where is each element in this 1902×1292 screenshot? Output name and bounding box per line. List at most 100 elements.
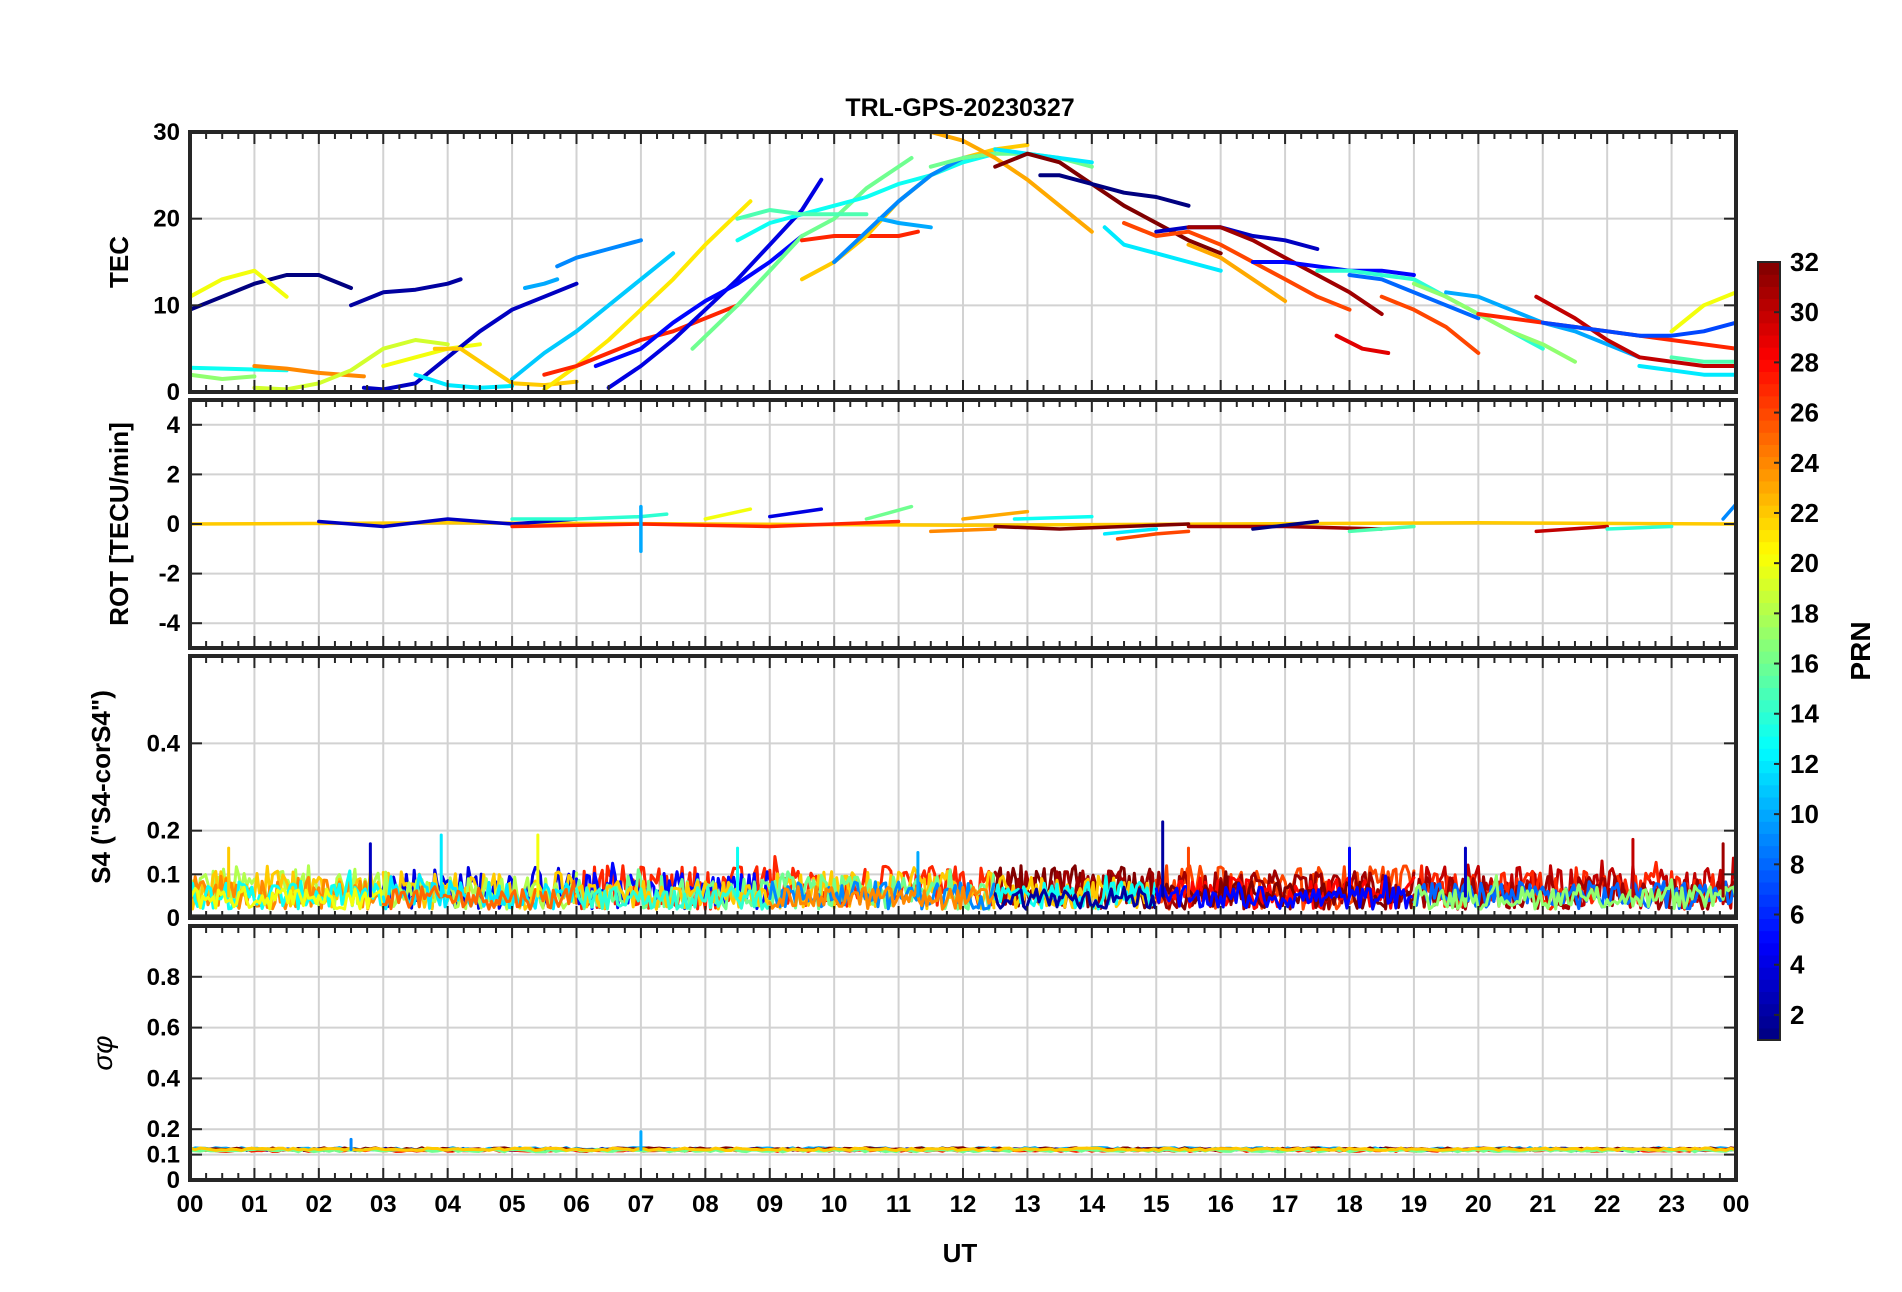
x-tick-label: 03 [370,1191,397,1218]
x-tick-label: 20 [1465,1191,1492,1218]
ticks [189,926,1737,1181]
x-tick-labels: 00 01 02 03 04 05 06 07 08 09 10 11 12 13 14 15 16 17 18 19… [177,1191,1750,1218]
panel-tec: 0 10 20 30 TEC [104,119,1738,406]
colorbar-cell [1758,796,1780,810]
colorbar-cell [1758,991,1780,1005]
colorbar-tick-label: 2 [1790,1000,1804,1030]
y-tick-label: 0.1 [147,1142,180,1169]
colorbar-tick-label: 6 [1790,900,1804,930]
grid [190,926,1736,1180]
series-prn-10 [877,216,933,230]
series-prn-9 [555,238,643,269]
colorbar-cell [1758,711,1780,725]
colorbar-cell [1758,736,1780,749]
colorbar-cell [1758,626,1780,640]
colorbar-tick-label: 26 [1790,398,1819,428]
series-prn-15 [735,208,869,221]
colorbar-cell [1758,881,1780,895]
colorbar-frame [1757,261,1781,1041]
colorbar-cell [1758,468,1780,482]
series-prn-1 [1038,173,1191,208]
x-tick-label: 18 [1336,1191,1363,1218]
series-prn-4 [768,507,824,519]
colorbar-tick-label: 16 [1790,649,1819,679]
y-tick-label: 30 [153,119,180,146]
series-prn-20 [1669,290,1736,334]
series-prn-12 [1637,364,1736,377]
y-tick-label: -4 [159,610,181,637]
series-prn-17 [1411,281,1577,364]
x-tick-label: 02 [305,1191,332,1218]
colorbar-cell [1758,298,1780,312]
y-tick-label: -2 [159,561,180,588]
colorbar-cell [1758,310,1780,324]
data [190,1130,1736,1154]
series-prn-26 [1115,529,1191,541]
series-prn-3 [361,281,579,392]
x-tick-label: 08 [692,1191,719,1218]
x-tick-label: 13 [1014,1191,1041,1218]
series-prn-20 [190,885,385,911]
series-prn-14 [575,885,772,911]
colorbar-cell [1758,383,1780,397]
ticks [189,131,1737,393]
x-tick-label: 17 [1272,1191,1299,1218]
series-prn-2 [349,277,463,308]
x-tick-label: 23 [1658,1191,1685,1218]
y-tick-label: 4 [167,412,181,439]
colorbar-tick-label: 14 [1790,699,1819,729]
colorbar-cell [1758,578,1780,591]
colorbar-tick-label: 8 [1790,849,1804,879]
series-prn-23 [961,509,1030,521]
y-axis-label: TEC [104,236,134,288]
colorbar-tick-label: 30 [1790,297,1819,327]
y-axis-label: σφ [87,1035,118,1070]
colorbar-cell [1758,517,1780,531]
colorbar-cell [1758,1027,1780,1041]
colorbar-cell [1758,359,1780,373]
y-tick-label: 20 [153,206,180,233]
colorbar-cell [1758,602,1780,616]
series-prn-26 [1379,294,1481,355]
colorbar-cell [1758,480,1780,494]
colorbar-cell [1758,833,1780,847]
series-prn-17 [190,372,257,381]
y-tick-label: 0 [167,511,180,538]
colorbar-tick-label: 12 [1790,749,1819,779]
x-tick-label: 11 [886,1191,911,1218]
series-prn-20 [703,507,753,521]
colorbar-cell [1758,942,1780,956]
series-prn-9 [1721,502,1736,521]
series-prn-27 [510,519,901,529]
x-tick-label: 19 [1401,1191,1428,1218]
colorbar-cell [1758,979,1780,992]
series-prn-22 [190,1146,1736,1152]
colorbar-label: PRN [1845,621,1876,680]
colorbar-cell [1758,687,1780,701]
series-prn-14 [510,512,669,521]
x-tick-label: 00 [177,1191,204,1218]
colorbar-cell [1758,906,1780,920]
colorbar-tick-label: 10 [1790,799,1819,829]
colorbar-cell [1758,930,1780,944]
colorbar-cell [1758,274,1780,287]
colorbar-cell [1758,420,1780,433]
colorbar-cell [1758,492,1780,506]
series-prn-12 [993,147,1094,165]
y-tick-label: 0.2 [147,1116,180,1143]
colorbar-cell [1758,845,1780,859]
series-prn-1 [190,273,353,312]
chart-title: TRL-GPS-20230327 [845,94,1074,122]
colorbar-cell [1758,614,1780,628]
colorbar-cell [1758,262,1780,275]
series-prn-26 [1122,221,1352,312]
y-axis-label: S4 ("S4-corS4") [86,690,116,884]
series-prn-5 [1250,260,1416,277]
x-tick-label: 00 [1723,1191,1750,1218]
colorbar-cell [1758,456,1780,470]
colorbar-cell [1758,857,1780,871]
colorbar-cell [1758,541,1780,555]
x-tick-label: 07 [628,1191,655,1218]
series-prn-25 [381,879,578,911]
series-prn-1 [1251,519,1320,531]
